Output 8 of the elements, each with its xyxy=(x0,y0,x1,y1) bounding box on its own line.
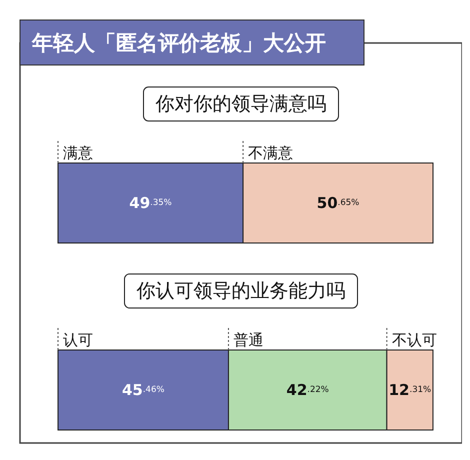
chart-title: 你对你的领导满意吗 xyxy=(154,93,326,115)
chart-title: 你认可领导的业务能力吗 xyxy=(136,280,346,302)
series-label: 普通 xyxy=(233,331,264,349)
series-label: 不满意 xyxy=(248,144,294,162)
text: 年轻人「匿名评价老板」大公开 xyxy=(31,31,326,55)
series-label: 认可 xyxy=(63,331,93,349)
series-label: 不认可 xyxy=(392,331,437,349)
series-label: 满意 xyxy=(63,144,93,162)
